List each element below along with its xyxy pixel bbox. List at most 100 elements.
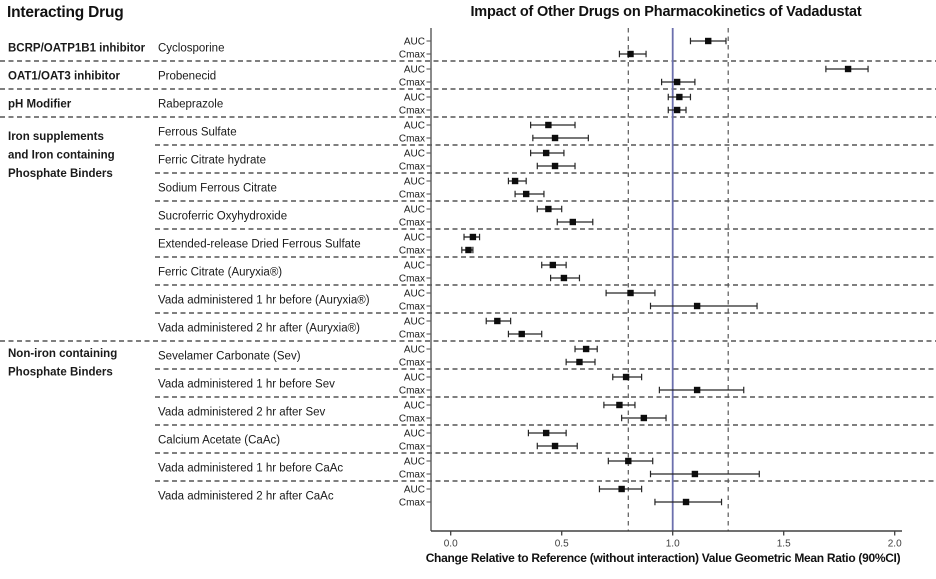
point-marker — [673, 106, 681, 114]
point-marker — [576, 358, 583, 366]
row-label-auc: AUC — [404, 37, 425, 48]
row-label-cmax: Cmax — [399, 358, 425, 369]
row-label-cmax: Cmax — [399, 330, 425, 341]
row-label-auc: AUC — [404, 177, 425, 188]
category-label: and Iron containing — [8, 150, 115, 162]
point-marker — [625, 457, 632, 465]
row-label-cmax: Cmax — [399, 246, 425, 257]
drug-label: Sevelamer Carbonate (Sev) — [158, 351, 301, 363]
point-marker — [618, 485, 625, 493]
point-marker — [705, 37, 712, 45]
row-label-cmax: Cmax — [399, 162, 425, 173]
row-label-cmax: Cmax — [399, 414, 425, 425]
drug-label: Calcium Acetate (CaAc) — [158, 435, 280, 447]
row-label-auc: AUC — [404, 317, 425, 328]
row-label-cmax: Cmax — [399, 470, 425, 481]
drug-label: Ferric Citrate hydrate — [158, 155, 266, 167]
drug-label: Vada administered 1 hr before CaAc — [158, 463, 343, 475]
row-label-cmax: Cmax — [399, 190, 425, 201]
point-marker — [522, 190, 530, 198]
point-marker — [542, 149, 550, 157]
point-marker — [465, 246, 472, 254]
drug-label: Vada administered 2 hr after (Auryxia®) — [158, 323, 360, 335]
point-marker — [545, 121, 552, 129]
point-marker — [691, 470, 699, 478]
drug-label: Sodium Ferrous Citrate — [158, 183, 277, 195]
category-label: Phosphate Binders — [8, 367, 113, 379]
x-tick-label: 0.0 — [444, 539, 458, 550]
drug-label: Ferrous Sulfate — [158, 127, 237, 139]
point-marker — [551, 442, 559, 450]
category-label: Phosphate Binders — [8, 168, 113, 180]
category-label: OAT1/OAT3 inhibitor — [8, 71, 121, 83]
left-column-title: Interacting Drug — [7, 4, 124, 21]
drug-label: Sucroferric Oxyhydroxide — [158, 211, 287, 223]
row-label-auc: AUC — [404, 93, 425, 104]
row-label-auc: AUC — [404, 401, 425, 412]
category-label: BCRP/OATP1B1 inhibitor — [8, 43, 146, 55]
x-tick-label: 1.5 — [777, 539, 791, 550]
point-marker — [469, 233, 477, 241]
point-marker — [676, 93, 683, 101]
point-marker — [511, 177, 519, 185]
row-label-auc: AUC — [404, 205, 425, 216]
point-marker — [569, 218, 576, 226]
drug-label: Probenecid — [158, 71, 216, 83]
row-label-auc: AUC — [404, 289, 425, 300]
drug-label: Extended-release Dried Ferrous Sulfate — [158, 239, 361, 251]
row-label-auc: AUC — [404, 457, 425, 468]
category-label: Iron supplements — [8, 131, 104, 143]
point-marker — [616, 401, 623, 409]
point-marker — [693, 386, 701, 394]
row-label-auc: AUC — [404, 121, 425, 132]
drug-label: Vada administered 2 hr after Sev — [158, 407, 326, 419]
point-marker — [549, 261, 557, 269]
x-tick-label: 0.5 — [555, 539, 569, 550]
row-label-auc: AUC — [404, 149, 425, 160]
row-label-cmax: Cmax — [399, 442, 425, 453]
point-marker — [551, 162, 559, 170]
point-marker — [627, 289, 634, 297]
row-label-auc: AUC — [404, 345, 425, 356]
row-label-auc: AUC — [404, 261, 425, 272]
row-label-cmax: Cmax — [399, 106, 425, 117]
category-label: pH Modifier — [8, 99, 72, 111]
drug-label: Cyclosporine — [158, 43, 224, 55]
row-label-auc: AUC — [404, 373, 425, 384]
point-marker — [560, 274, 568, 282]
row-label-auc: AUC — [404, 485, 425, 496]
row-label-cmax: Cmax — [399, 218, 425, 229]
row-label-cmax: Cmax — [399, 386, 425, 397]
point-marker — [682, 498, 690, 506]
row-label-cmax: Cmax — [399, 134, 425, 145]
row-label-cmax: Cmax — [399, 50, 425, 61]
x-tick-label: 2.0 — [888, 539, 902, 550]
category-label: Non-iron containing — [8, 348, 117, 360]
point-marker — [542, 429, 550, 437]
row-label-auc: AUC — [404, 233, 425, 244]
drug-label: Vada administered 1 hr before (Auryxia®) — [158, 295, 370, 307]
row-label-auc: AUC — [404, 65, 425, 76]
point-marker — [582, 345, 590, 353]
point-marker — [551, 134, 559, 142]
point-marker — [693, 302, 701, 310]
drug-label: Rabeprazole — [158, 99, 223, 111]
point-marker — [494, 317, 501, 325]
point-marker — [545, 205, 552, 213]
point-marker — [518, 330, 525, 338]
row-label-cmax: Cmax — [399, 302, 425, 313]
drug-label: Ferric Citrate (Auryxia®) — [158, 267, 282, 279]
point-marker — [627, 50, 634, 58]
x-tick-label: 1.0 — [666, 539, 680, 550]
x-axis-title: Change Relative to Reference (without in… — [425, 551, 901, 565]
row-label-cmax: Cmax — [399, 498, 425, 509]
point-marker — [622, 373, 630, 381]
point-marker — [673, 78, 681, 86]
drug-label: Vada administered 1 hr before Sev — [158, 379, 335, 391]
row-label-cmax: Cmax — [399, 78, 425, 89]
point-marker — [640, 414, 648, 422]
row-label-cmax: Cmax — [399, 274, 425, 285]
point-marker — [844, 65, 852, 73]
